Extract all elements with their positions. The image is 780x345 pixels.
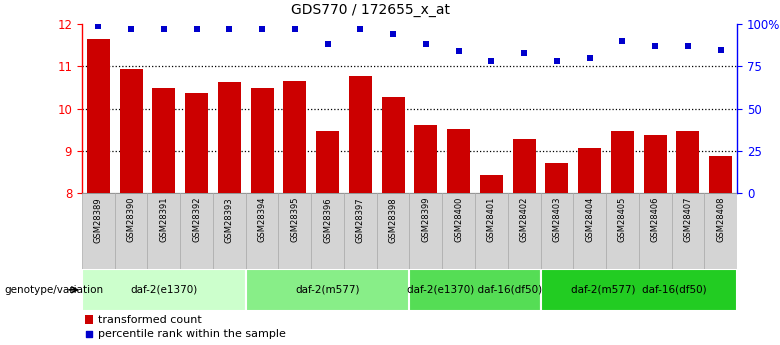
Point: [714, 47, 727, 52]
Text: GSM28407: GSM28407: [683, 197, 693, 243]
Text: GSM28397: GSM28397: [356, 197, 365, 243]
Bar: [676, 131, 700, 193]
Point: [452, 48, 465, 54]
Bar: [414, 125, 438, 193]
Text: GSM28389: GSM28389: [94, 197, 103, 243]
Bar: [508, 193, 541, 269]
Text: GSM28398: GSM28398: [388, 197, 398, 243]
Text: GSM28402: GSM28402: [519, 197, 529, 243]
Bar: [639, 193, 672, 269]
Bar: [573, 193, 606, 269]
Text: GSM28406: GSM28406: [651, 197, 660, 243]
Bar: [377, 193, 410, 269]
Text: GSM28404: GSM28404: [585, 197, 594, 243]
Bar: [644, 135, 667, 193]
Text: percentile rank within the sample: percentile rank within the sample: [98, 329, 286, 339]
Text: GSM28392: GSM28392: [192, 197, 201, 243]
Bar: [218, 82, 241, 193]
Point: [649, 43, 661, 49]
Bar: [709, 156, 732, 193]
Bar: [283, 81, 307, 193]
Text: GSM28400: GSM28400: [454, 197, 463, 243]
Bar: [180, 193, 213, 269]
Text: GSM28395: GSM28395: [290, 197, 300, 243]
Bar: [147, 193, 180, 269]
Bar: [311, 193, 344, 269]
Point: [518, 50, 530, 56]
Bar: [213, 193, 246, 269]
Text: GSM28391: GSM28391: [159, 197, 168, 243]
Point: [321, 42, 334, 47]
Point: [190, 27, 203, 32]
Text: GSM28403: GSM28403: [552, 197, 562, 243]
Text: GSM28401: GSM28401: [487, 197, 496, 243]
Text: daf-2(e1370) daf-16(df50): daf-2(e1370) daf-16(df50): [407, 285, 543, 295]
Bar: [545, 163, 569, 193]
Text: GSM28405: GSM28405: [618, 197, 627, 243]
Bar: [512, 139, 536, 193]
Bar: [447, 129, 470, 193]
Text: GSM28390: GSM28390: [126, 197, 136, 243]
Bar: [82, 269, 246, 310]
Point: [83, 331, 95, 337]
Bar: [541, 269, 737, 310]
Text: GSM28393: GSM28393: [225, 197, 234, 243]
Bar: [82, 193, 115, 269]
Text: daf-2(m577): daf-2(m577): [296, 285, 360, 295]
Bar: [278, 193, 311, 269]
Bar: [381, 97, 405, 193]
Bar: [87, 39, 110, 193]
Bar: [250, 88, 274, 193]
Point: [125, 27, 137, 32]
Bar: [606, 193, 639, 269]
Point: [616, 38, 629, 44]
Bar: [704, 193, 737, 269]
Point: [420, 42, 432, 47]
Point: [354, 27, 367, 32]
Bar: [316, 131, 339, 193]
Text: genotype/variation: genotype/variation: [4, 285, 103, 295]
Text: transformed count: transformed count: [98, 315, 202, 325]
Bar: [246, 269, 410, 310]
Text: GSM28394: GSM28394: [257, 197, 267, 243]
Point: [551, 59, 563, 64]
Point: [256, 27, 268, 32]
Bar: [115, 193, 147, 269]
Point: [485, 59, 498, 64]
Text: daf-2(m577)  daf-16(df50): daf-2(m577) daf-16(df50): [571, 285, 707, 295]
Point: [583, 55, 596, 61]
Text: GSM28408: GSM28408: [716, 197, 725, 243]
Bar: [152, 88, 176, 193]
Bar: [185, 92, 208, 193]
Text: GSM28399: GSM28399: [421, 197, 431, 243]
Bar: [541, 193, 573, 269]
Bar: [119, 69, 143, 193]
Point: [387, 31, 399, 37]
Bar: [349, 76, 372, 193]
Text: GSM28396: GSM28396: [323, 197, 332, 243]
Point: [158, 27, 170, 32]
Bar: [611, 131, 634, 193]
Text: daf-2(e1370): daf-2(e1370): [130, 285, 197, 295]
Point: [223, 27, 236, 32]
Point: [92, 23, 105, 29]
Bar: [85, 315, 94, 324]
Bar: [344, 193, 377, 269]
Bar: [475, 193, 508, 269]
Bar: [410, 269, 541, 310]
Bar: [442, 193, 475, 269]
Bar: [246, 193, 278, 269]
Bar: [410, 193, 442, 269]
Text: GDS770 / 172655_x_at: GDS770 / 172655_x_at: [291, 3, 450, 17]
Point: [289, 27, 301, 32]
Point: [682, 43, 694, 49]
Bar: [578, 148, 601, 193]
Bar: [480, 176, 503, 193]
Bar: [672, 193, 704, 269]
